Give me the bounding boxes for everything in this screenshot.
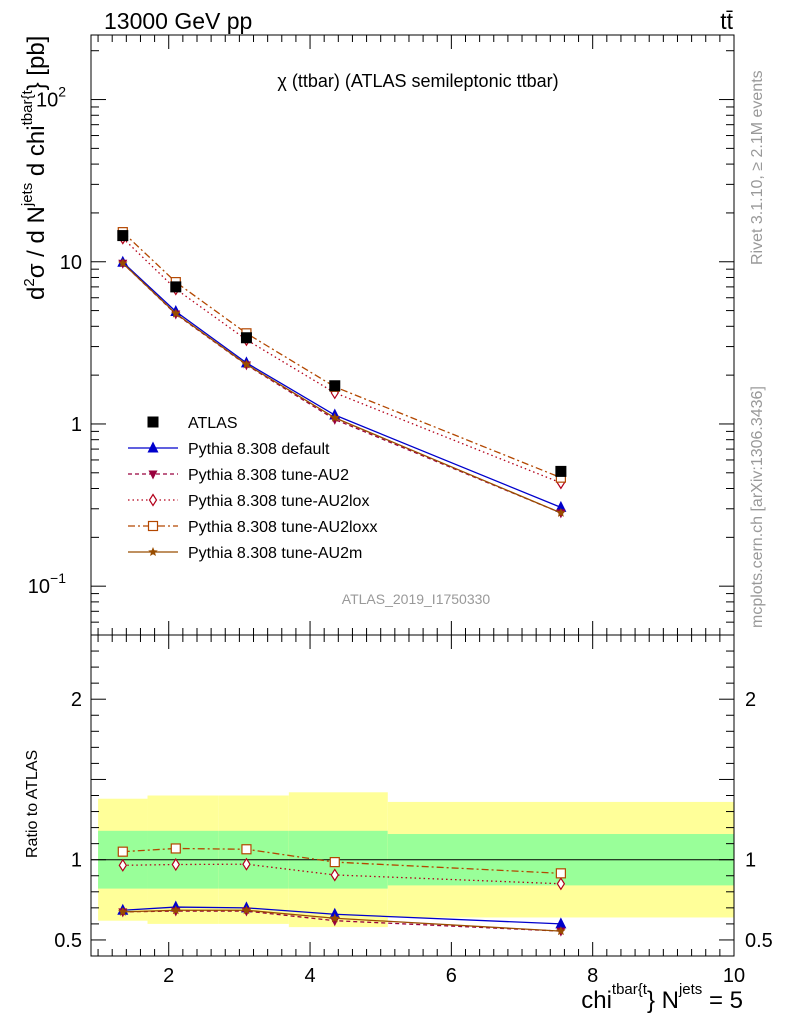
legend-label-3: Pythia 8.308 tune-AU2lox [188, 493, 369, 510]
series-4-ratio-point-1 [171, 905, 181, 915]
legend-label-2: Pythia 8.308 tune-AU2 [188, 467, 349, 484]
legend-entry-2: Pythia 8.308 tune-AU2 [128, 467, 349, 484]
ratio-tick-label-right: 2 [745, 689, 756, 711]
ratio-tick-label-right: 0.5 [745, 930, 773, 952]
series-3-ratio-point-4 [555, 868, 566, 879]
legend-entry-3: Pythia 8.308 tune-AU2lox [128, 493, 369, 510]
data-series [117, 230, 567, 477]
data-point-0 [117, 230, 129, 242]
series-4-ratio-point-3 [330, 913, 340, 923]
legend-marker-0 [147, 416, 159, 428]
energy-label: 13000 GeV pp [104, 8, 252, 34]
series-3-ratio-point-3 [329, 857, 340, 868]
series-3-ratio-point-1 [170, 843, 181, 854]
series-4-ratio-point-4 [556, 926, 566, 936]
y-tick-label: 10 [60, 252, 82, 274]
series-4-ratio-point-2 [241, 905, 252, 915]
series-4-point-3 [330, 412, 340, 422]
series-2-ratio-point-4 [556, 877, 566, 891]
data-point-1 [170, 281, 182, 293]
series-4-ratio-point-0 [118, 906, 128, 916]
data-point-2 [240, 332, 252, 344]
legend-marker-1 [147, 441, 159, 453]
ratio-panel-frame [90, 634, 735, 957]
legend-entry-0: ATLAS [147, 415, 238, 432]
legend-label-5: Pythia 8.308 tune-AU2m [188, 545, 362, 562]
legend-label-0: ATLAS [188, 415, 238, 432]
series-3-ratio-point-2 [241, 844, 252, 855]
ratio-tick-label-left: 2 [71, 689, 82, 711]
series-1-ratio-point-3 [330, 917, 340, 927]
legend-marker-3 [148, 493, 158, 507]
x-tick-label: 2 [163, 965, 174, 987]
series-4 [118, 258, 566, 936]
ratio-y-axis-label: Ratio to ATLAS [24, 750, 41, 858]
x-tick-label: 4 [304, 965, 315, 987]
y-tick-label: 1 [71, 414, 82, 436]
ratio-tick-label-left: 1 [71, 850, 82, 872]
series-line-ratio-2 [122, 863, 561, 885]
rivet-label: Rivet 3.1.10, ≥ 2.1M events [749, 70, 766, 265]
series-2-ratio-point-2 [242, 857, 251, 871]
legend-label-4: Pythia 8.308 tune-AU2loxx [188, 519, 377, 536]
series-2-ratio-point-0 [118, 858, 128, 872]
ratio-tick-label-right: 1 [745, 850, 756, 872]
legend: ATLAS Pythia 8.308 default Pythia 8.308 tu… [128, 415, 377, 562]
series-layer [117, 227, 567, 937]
series-4-point-4 [556, 507, 566, 517]
series-0-point-4 [555, 500, 567, 512]
series-4-point-1 [171, 308, 181, 318]
x-tick-label: 6 [446, 965, 457, 987]
x-tick-label: 10 [723, 965, 745, 987]
series-line-main-1 [122, 262, 562, 514]
series-0-ratio-point-3 [329, 907, 341, 919]
legend-marker-2 [148, 470, 158, 480]
axes: 2 4 6 8 10 102 10 1 10−1 0.5 0.5 1 1 2 2 [28, 35, 773, 987]
y-axis-label: d2σ / d Njets d chitbar{t} [pb] [19, 36, 50, 300]
legend-marker-5 [148, 547, 158, 557]
series-4-point-2 [241, 359, 252, 369]
series-4-point-0 [118, 258, 128, 268]
data-point-3 [329, 380, 341, 392]
data-point-4 [555, 465, 567, 477]
series-0-ratio-point-4 [555, 917, 567, 929]
y-tick-label: 10−1 [28, 570, 66, 598]
legend-marker-4 [147, 520, 159, 532]
ratio-tick-label-left: 0.5 [54, 930, 82, 952]
legend-label-1: Pythia 8.308 default [188, 441, 330, 458]
legend-entry-5: Pythia 8.308 tune-AU2m [128, 545, 362, 562]
plot-title: χ (ttbar) (ATLAS semileptonic ttbar) [277, 71, 558, 91]
x-axis-label: chitbar{t} Njets = 5 [581, 981, 743, 1014]
legend-entry-1: Pythia 8.308 default [128, 441, 330, 458]
process-label: tt̄ [720, 8, 733, 34]
series-2-ratio-point-1 [171, 857, 181, 872]
analysis-label: ATLAS_2019_I1750330 [342, 591, 491, 607]
series-3-ratio-point-0 [117, 846, 128, 857]
legend-entry-4: Pythia 8.308 tune-AU2loxx [128, 519, 377, 536]
series-2-ratio-point-3 [330, 868, 339, 882]
mcplots-label: mcplots.cern.ch [arXiv:1306.3436] [749, 386, 766, 628]
x-tick-label: 8 [587, 965, 598, 987]
y-tick-label: 102 [36, 84, 66, 112]
